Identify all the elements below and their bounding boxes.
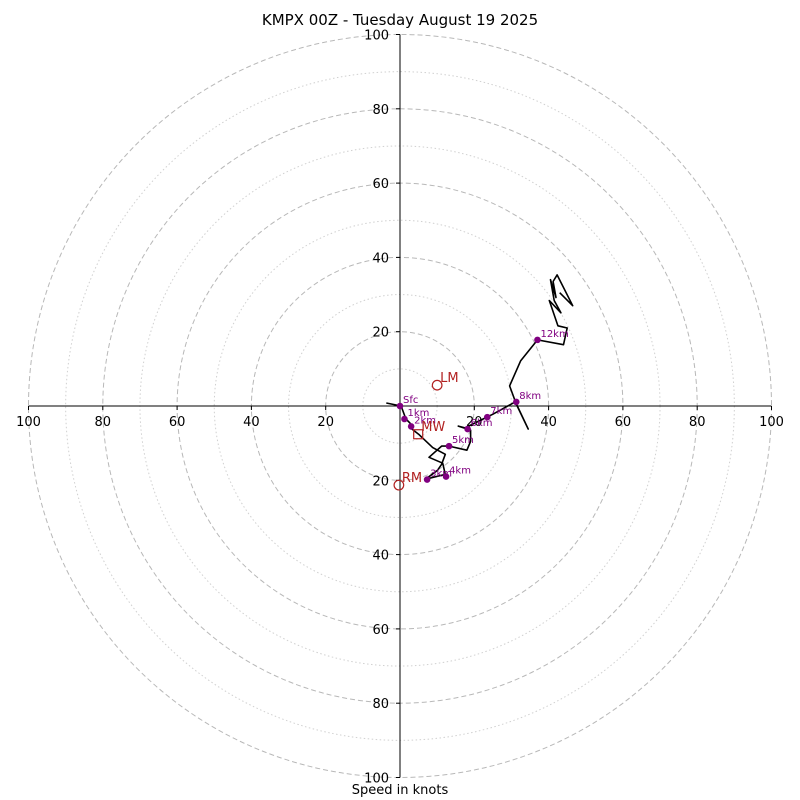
y-tick-label: 20: [372, 326, 389, 341]
tick-labels: 100 80 60 40 20 20 40 60 80 100100806040202040608…: [16, 29, 784, 787]
height-marker-4km: [442, 473, 450, 480]
height-marker-7km: [484, 413, 491, 421]
y-tick-label: 40: [372, 549, 389, 564]
y-tick-label: 100: [364, 772, 389, 787]
x-tick-label: 60: [615, 415, 632, 430]
height-label-5km: 5km: [452, 435, 474, 446]
height-marker-8km: [512, 398, 520, 406]
height-label-7km: 7km: [490, 406, 512, 417]
storm-motion-rm-marker: [393, 479, 405, 491]
hodograph-line: [386, 274, 574, 481]
height-marker-sfc: [396, 402, 404, 410]
height-label-12km: 12km: [540, 329, 568, 340]
y-tick-label: 20: [372, 474, 389, 489]
height-marker-12km: [534, 336, 541, 344]
x-tick-label: 80: [689, 415, 706, 430]
x-tick-label: 60: [169, 415, 186, 430]
y-tick-label: 60: [372, 177, 389, 192]
x-tick-label: 100: [759, 415, 784, 430]
height-marker-5km: [445, 442, 453, 450]
x-tick-label: 40: [243, 415, 260, 430]
y-tick-label: 80: [372, 103, 389, 118]
x-tick-label: 40: [540, 415, 557, 430]
height-label-6km: 6km: [471, 418, 493, 429]
x-tick-label: 100: [16, 415, 41, 430]
height-marker-6km: [464, 425, 471, 433]
height-marker-1km: [401, 415, 408, 423]
storm-motion-lm-label: LM: [440, 371, 458, 386]
y-tick-label: 80: [372, 697, 389, 712]
height-marker-3km: [423, 476, 431, 483]
storm-motion-lm-marker: [431, 379, 443, 391]
storm-motion-mw-marker: [413, 429, 424, 440]
height-label-2km: 2km: [414, 415, 436, 426]
x-axis-label: Speed in knots: [351, 783, 449, 798]
hodograph-trace: [386, 274, 574, 481]
x-tick-label: 80: [95, 415, 112, 430]
height-label-3km: 3km: [430, 469, 452, 480]
y-tick-label: 100: [364, 29, 389, 44]
storm-motion-rm-label: RM: [402, 471, 422, 486]
x-tick-label: 20: [317, 415, 334, 430]
height-marker-2km: [407, 423, 415, 430]
height-label-4km: 4km: [449, 466, 471, 477]
y-tick-label: 60: [372, 623, 389, 638]
chart-title: KMPX 00Z - Tuesday August 19 2025: [261, 11, 539, 29]
storm-motion-mw-label: MW: [421, 420, 445, 435]
y-tick-label: 40: [372, 251, 389, 266]
storm-motion-markers: LM MW RM: [393, 371, 459, 491]
height-label-sfc: Sfc: [403, 395, 418, 406]
height-label-8km: 8km: [519, 391, 541, 402]
height-label-1km: 1km: [407, 408, 429, 419]
